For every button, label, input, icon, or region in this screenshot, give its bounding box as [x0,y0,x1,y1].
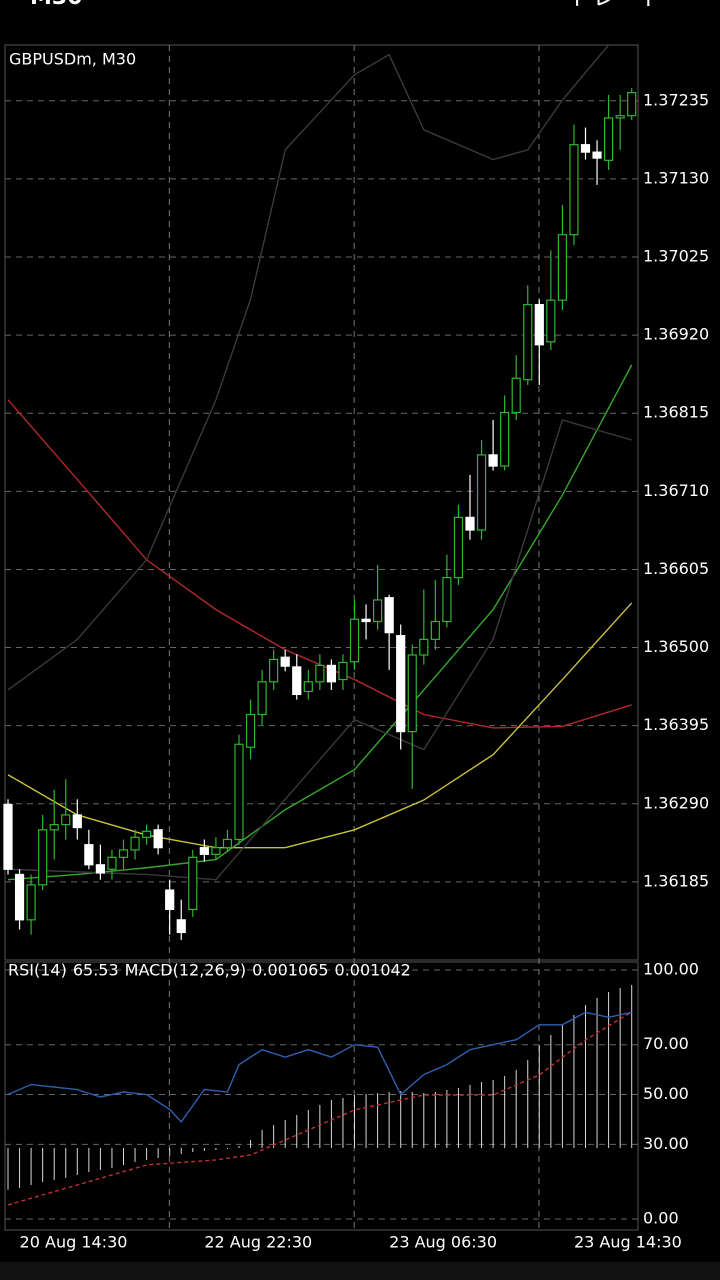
y-tick-label: 1.36500 [643,637,709,656]
candle-body [603,117,614,161]
candle-body [627,92,637,117]
candle-body [153,829,163,849]
candle-body [407,654,417,733]
y-tick-label: 1.36185 [643,871,709,890]
candle-body [72,814,82,829]
y-tick-label: 1.36605 [643,559,709,578]
candle-body [280,656,290,667]
indicator-line [7,1011,633,1206]
candle-body [511,377,521,414]
y-tick-label: 30.00 [643,1134,689,1153]
y-tick-label: 1.36290 [643,793,709,812]
candle-body [95,864,106,874]
candle-body [453,516,464,579]
bottom-nav[interactable] [0,1262,720,1280]
candle-body [384,597,394,634]
y-tick-label: 100.00 [643,959,699,978]
candle-body [165,889,175,911]
candle-body [326,664,336,683]
candle-body [488,454,498,467]
chart-title: GBPUSDm, M30 [9,50,136,69]
candle-body [84,844,94,866]
candle-body [500,411,510,467]
indicator-label: RSI(14) [8,961,67,980]
indicator-line [7,602,633,849]
candle-body [3,803,13,870]
indicator-pane [4,961,639,1231]
x-tick-label: 22 Aug 22:30 [204,1233,312,1252]
candle-body [349,618,360,663]
candle-body [130,836,140,851]
candle-body [14,873,25,921]
candle-body [373,599,383,623]
indicator-label: MACD(12,26,9) [125,961,247,980]
indicator-label: 0.001042 [335,961,411,980]
candle-body [476,454,487,531]
candle-body [534,304,544,346]
candle-body [199,847,209,855]
candle-body [211,847,221,855]
indicator-line [7,44,610,691]
candle-body [118,849,129,858]
candle-body [303,681,313,693]
y-tick-label: 1.36815 [643,403,709,422]
x-tick-label: 23 Aug 14:30 [574,1233,682,1252]
candle-body [546,299,556,343]
indicator-line [7,1011,632,1124]
y-tick-label: 1.37130 [643,168,709,187]
candle-body [38,829,48,886]
candle-body [557,234,568,301]
candle-body [269,658,279,683]
candle-body [142,830,152,838]
x-tick-label: 20 Aug 14:30 [20,1233,128,1252]
candle-body [430,620,440,640]
candle-body [49,824,59,831]
indicator-line [7,364,633,881]
y-tick-label: 1.37235 [643,90,709,109]
candle-body [26,884,36,921]
y-tick-label: 0.00 [643,1209,679,1228]
candle-body [222,838,233,849]
candle-body [569,144,579,236]
candle-body [234,743,244,841]
candle-body [176,919,186,934]
indicator-label: 65.53 [73,961,119,980]
candle-body [245,713,256,748]
trade-tab[interactable]: トレード [568,0,664,11]
y-tick-label: 1.36710 [643,481,709,500]
candle-body [592,151,602,159]
candle-body [465,516,475,531]
y-tick-label: 1.37025 [643,247,709,266]
candle-body [257,681,267,716]
candle-body [419,638,429,656]
candle-body [442,577,452,623]
candle-body [107,856,117,870]
candle-body [315,664,325,683]
candle-body [615,115,625,119]
candle-body [361,618,371,623]
timeframe-button[interactable]: M30 [30,0,83,10]
indicator-label: 0.001065 [252,961,328,980]
candle-body [338,661,348,681]
candle-body [61,814,71,826]
y-tick-label: 1.36395 [643,715,709,734]
candle-body [396,635,406,733]
candle-body [580,144,591,153]
y-tick-label: 50.00 [643,1084,689,1103]
y-tick-label: 70.00 [643,1034,689,1053]
y-tick-label: 1.36920 [643,325,709,344]
candle-body [188,856,198,911]
indicator-line [7,419,632,881]
price-pane [4,44,639,961]
candle-body [523,304,533,381]
x-tick-label: 23 Aug 06:30 [389,1233,497,1252]
candle-body [292,666,302,696]
